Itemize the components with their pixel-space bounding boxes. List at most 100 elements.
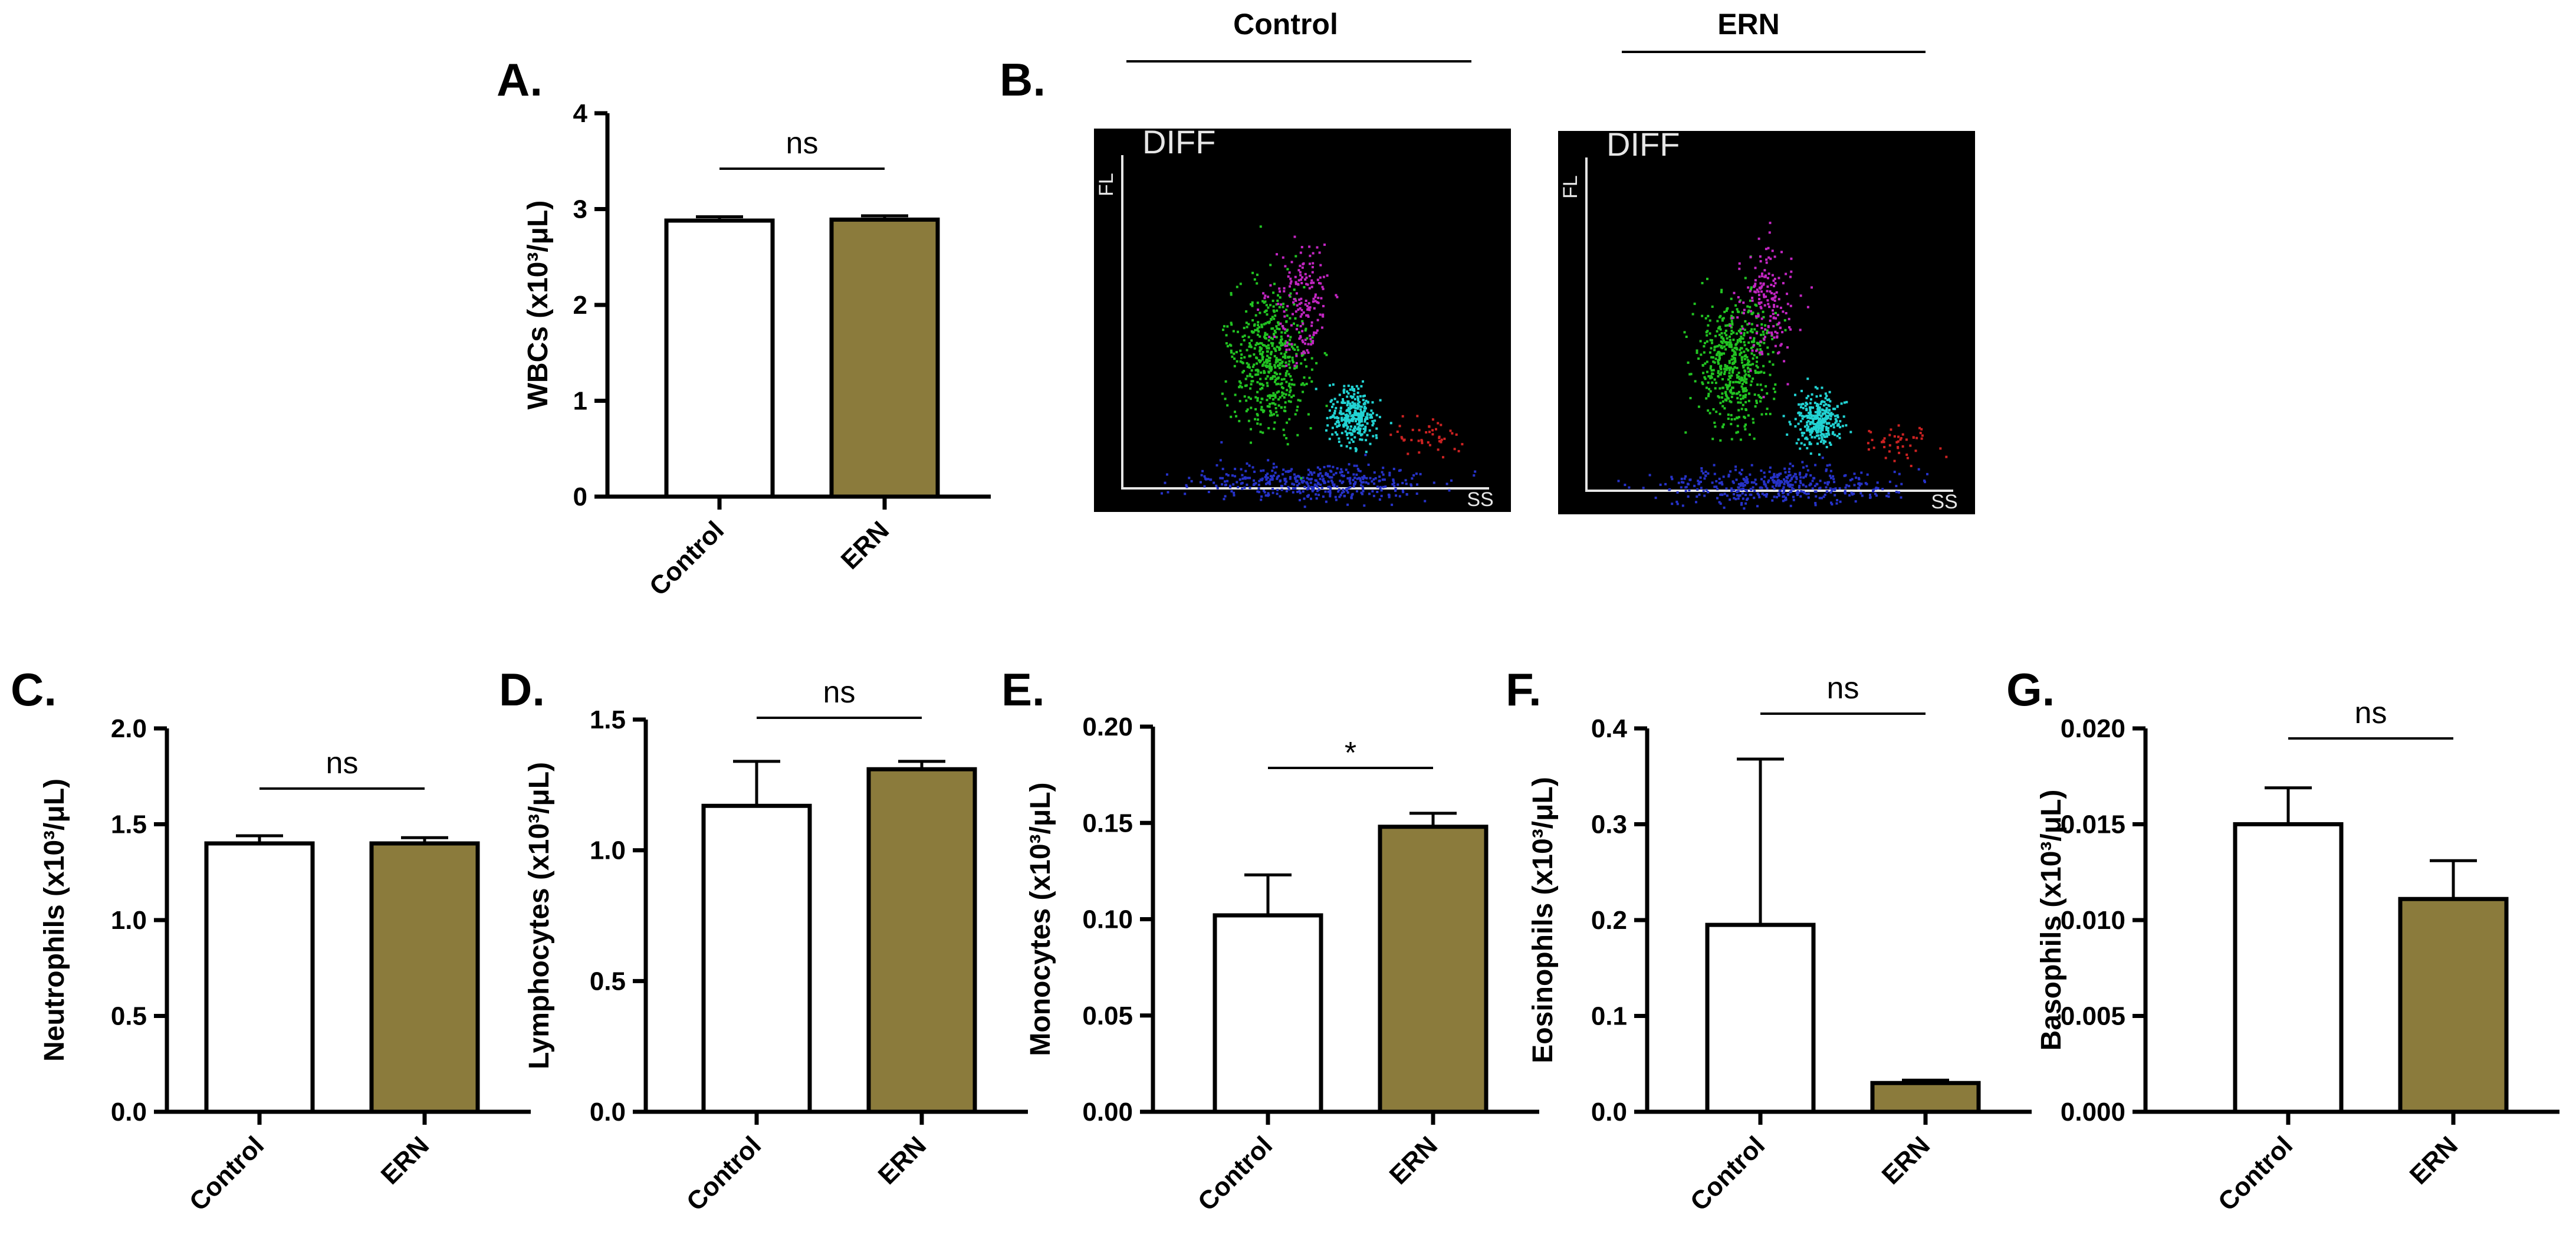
scatter-point <box>1363 395 1366 397</box>
scatter-point <box>1269 304 1272 307</box>
scatter-point <box>1770 333 1773 336</box>
scatter-point <box>1809 421 1812 423</box>
scatter-point <box>1725 399 1728 402</box>
scatter-point <box>1264 310 1267 313</box>
scatter-point <box>1307 473 1310 476</box>
scatter-point <box>1782 282 1785 285</box>
scatter-point <box>1264 474 1267 477</box>
scatter-point <box>1254 329 1257 331</box>
scatter-point <box>1268 405 1271 408</box>
scatter-point <box>1260 478 1263 481</box>
scatter-point <box>1213 481 1215 484</box>
scatter-point <box>1728 341 1731 344</box>
scatter-point <box>1256 399 1259 402</box>
scatter-point <box>1268 367 1271 370</box>
scatter-point <box>1363 405 1366 408</box>
scatter-point <box>1290 468 1293 471</box>
scatter-point <box>1290 378 1293 381</box>
scatter-point <box>1686 482 1689 485</box>
scatter-point <box>1766 408 1769 411</box>
scatter-point <box>1750 481 1753 484</box>
scatter-point <box>1790 477 1793 480</box>
scatter-point <box>1893 435 1896 438</box>
scatter-point <box>1286 268 1289 271</box>
scatter-point <box>1815 404 1818 407</box>
scatter-point <box>1835 502 1838 505</box>
scatter-point <box>1378 475 1381 478</box>
scatter-point <box>1832 475 1835 478</box>
scatter-point <box>1812 428 1815 431</box>
scatter-point <box>1768 231 1771 234</box>
scatter-point <box>1725 487 1728 490</box>
scatter-point <box>1289 375 1292 377</box>
scatter-point <box>1813 415 1816 418</box>
scatter-point <box>1346 477 1349 480</box>
scatter-point <box>1391 483 1394 486</box>
scatter-point <box>1215 464 1218 467</box>
scatter-point <box>1769 315 1772 318</box>
scatter-point <box>1262 384 1265 387</box>
scatter-point <box>1299 491 1302 494</box>
y-tick-label: 1 <box>573 387 587 416</box>
scatter-point <box>1299 264 1302 267</box>
scatter-point <box>1305 300 1307 302</box>
scatter-point <box>1749 290 1752 293</box>
scatter-point <box>1227 474 1230 477</box>
scatter-point <box>1286 421 1288 424</box>
scatter-title: DIFF <box>1142 123 1215 160</box>
scatter-point <box>1924 481 1926 484</box>
scatter-point <box>1272 474 1275 477</box>
scatter-point <box>1773 296 1776 299</box>
scatter-point <box>1246 349 1248 352</box>
scatter-point <box>1763 471 1766 474</box>
scatter-point <box>1291 482 1294 485</box>
scatter-point <box>1763 483 1766 485</box>
scatter-point <box>1821 426 1824 429</box>
scatter-point <box>1301 266 1304 269</box>
scatter-point <box>1749 383 1752 386</box>
scatter-point <box>1247 364 1250 367</box>
scatter-point <box>1271 337 1274 340</box>
scatter-point <box>1363 420 1366 423</box>
scatter-point <box>1720 493 1723 496</box>
scatter-point <box>1260 495 1263 498</box>
scatter-point <box>1340 419 1343 422</box>
scatter-point <box>1264 475 1267 478</box>
scatter-point <box>1828 390 1831 393</box>
scatter-point <box>1782 488 1785 491</box>
scatter-point <box>1250 383 1253 386</box>
scatter-point <box>1747 309 1750 312</box>
scatter-point <box>1348 478 1351 481</box>
scatter-point <box>1264 494 1267 497</box>
scatter-point <box>1230 293 1233 296</box>
scatter-point <box>1775 291 1778 294</box>
scatter-point <box>1774 344 1777 347</box>
scatter-point <box>1723 367 1726 370</box>
scatter-point <box>1372 478 1375 481</box>
scatter-point <box>1292 491 1294 494</box>
scatter-point <box>1773 487 1776 490</box>
scatter-point <box>1336 295 1339 298</box>
scatter-point <box>1283 290 1286 293</box>
scatter-point <box>1784 329 1787 331</box>
scatter-point <box>1284 331 1287 334</box>
scatter-point <box>1786 477 1789 480</box>
scatter-point <box>1265 482 1267 485</box>
scatter-point <box>1706 370 1708 373</box>
scatter-point <box>1786 346 1789 349</box>
scatter-point <box>1773 255 1776 258</box>
scatter-point <box>1394 490 1397 492</box>
scatter-point <box>1884 457 1887 459</box>
scatter-point <box>1319 483 1322 486</box>
scatter-point <box>1237 330 1239 333</box>
scatter-point <box>1313 471 1316 474</box>
scatter-point <box>1817 429 1820 432</box>
scatter-point <box>1310 380 1313 383</box>
scatter-point <box>1805 492 1808 495</box>
scatter-point <box>1319 472 1322 475</box>
scatter-point <box>1428 444 1431 446</box>
scatter-point <box>1287 275 1290 278</box>
y-tick-label: 0.10 <box>1082 905 1133 934</box>
scatter-point <box>1861 494 1864 497</box>
scatter-point <box>1800 403 1803 406</box>
